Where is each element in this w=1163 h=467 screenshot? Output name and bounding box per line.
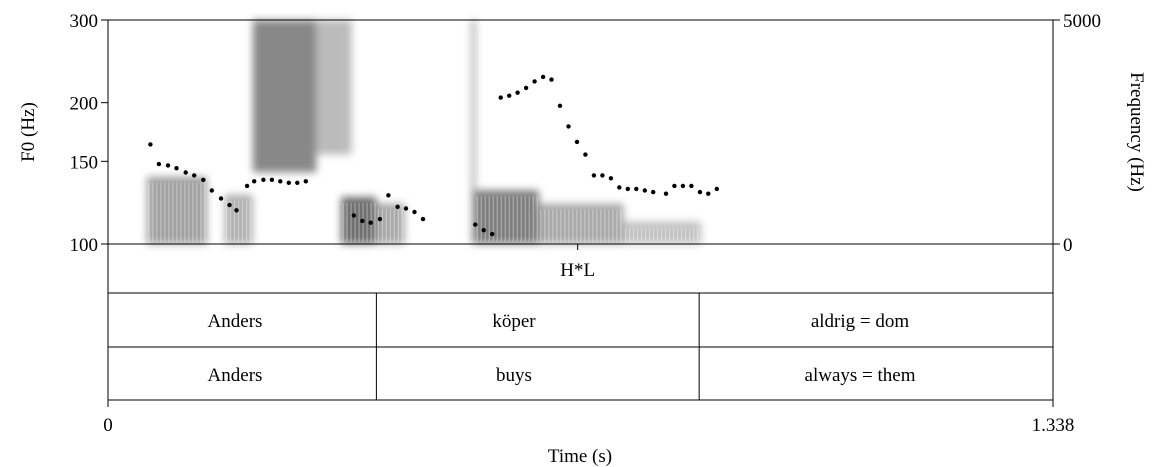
pitch-point: [507, 93, 512, 98]
spectrogram-region: [475, 190, 539, 244]
f0-tick-label: 100: [70, 235, 99, 256]
f0-tick-label: 300: [70, 11, 99, 32]
pitch-point: [680, 183, 686, 189]
tone-label: H*L: [560, 260, 595, 281]
pitch-point: [574, 139, 580, 145]
pitch-point: [473, 222, 478, 227]
pitch-point: [286, 180, 291, 185]
pitch-point: [386, 193, 391, 198]
spectrogram-region: [538, 203, 624, 244]
f0-tick-label: 200: [70, 94, 99, 115]
spectrogram-region: [341, 196, 377, 244]
spectrogram-region: [623, 221, 702, 244]
pitch-point: [663, 191, 669, 196]
pitch-point: [651, 189, 656, 195]
freq-tick-max: 5000: [1063, 11, 1101, 32]
pitch-point: [227, 202, 232, 208]
freq-tick-min: 0: [1063, 235, 1073, 256]
pitch-point: [540, 74, 546, 80]
pitch-point: [269, 177, 275, 182]
pitch-point: [697, 189, 703, 195]
pitch-point: [183, 170, 188, 175]
time-tick-end: 1.338: [1032, 415, 1075, 436]
pitch-point: [218, 196, 224, 201]
english-word-3: always = them: [805, 365, 916, 386]
time-axis-title: Time (s): [548, 446, 612, 467]
pitch-point: [608, 176, 614, 181]
pitch-point: [515, 90, 520, 95]
pitch-point: [403, 206, 409, 211]
pitch-point: [549, 77, 554, 82]
pitch-point: [412, 209, 417, 215]
pitch-point: [566, 124, 571, 129]
spectrogram-region: [471, 20, 476, 244]
pitch-point: [498, 95, 503, 100]
pitch-point: [252, 179, 257, 184]
pitch-point: [351, 213, 356, 218]
spectrogram-region: [146, 176, 207, 244]
english-word-1: Anders: [208, 365, 263, 386]
pitch-point: [148, 142, 153, 147]
spectrogram-region: [252, 20, 317, 173]
spectrogram-region: [316, 20, 352, 155]
pitch-point: [625, 186, 630, 192]
pitch-point: [706, 191, 711, 196]
pitch-point: [165, 163, 171, 168]
pitch-point: [600, 173, 605, 178]
pitch-point: [192, 173, 197, 178]
pitch-point: [201, 177, 206, 182]
pitch-point: [642, 188, 647, 193]
swedish-word-2: köper: [492, 311, 536, 332]
pitch-point: [523, 85, 529, 91]
pitch-point: [360, 218, 365, 224]
pitch-point: [557, 103, 563, 109]
frequency-axis-title: Frequency (Hz): [1126, 72, 1147, 192]
pitch-point: [377, 216, 383, 222]
time-tick-start: 0: [103, 415, 113, 436]
spectrogram-region: [376, 203, 405, 244]
pitch-point: [617, 185, 622, 190]
pitch-point: [634, 186, 639, 192]
pitch-point: [490, 231, 495, 237]
pitch-point: [420, 216, 426, 222]
pitch-point: [714, 186, 719, 192]
f0-tick-label: 150: [70, 152, 99, 173]
swedish-word-1: Anders: [208, 311, 263, 332]
word-boundaries: [375, 293, 700, 400]
pitch-point: [672, 183, 677, 189]
f0-axis-ticks: 100 150 200 300: [70, 11, 108, 256]
f0-axis-title: F0 (Hz): [18, 102, 39, 162]
pitch-point: [395, 204, 400, 209]
pitch-point: [583, 152, 588, 157]
spectrogram-striations: [148, 182, 699, 242]
pitch-point: [234, 208, 239, 213]
tier-frame: [107, 243, 1054, 401]
pitch-point: [295, 180, 300, 185]
pitch-point: [261, 177, 266, 182]
pitch-point: [244, 183, 250, 189]
pitch-points: [148, 74, 719, 237]
english-word-2: buys: [496, 365, 532, 386]
pitch-point: [156, 161, 162, 167]
pitch-point: [303, 179, 308, 184]
pitch-point: [532, 79, 537, 84]
pitch-point: [174, 166, 179, 171]
pitch-point: [689, 183, 694, 189]
pitch-point: [278, 179, 283, 184]
pitch-point: [368, 220, 373, 225]
pitch-point: [209, 188, 214, 193]
spectrogram: [146, 20, 702, 244]
swedish-word-3: aldrig = dom: [811, 311, 910, 332]
pitch-point: [481, 228, 486, 233]
pitch-point: [591, 173, 597, 178]
